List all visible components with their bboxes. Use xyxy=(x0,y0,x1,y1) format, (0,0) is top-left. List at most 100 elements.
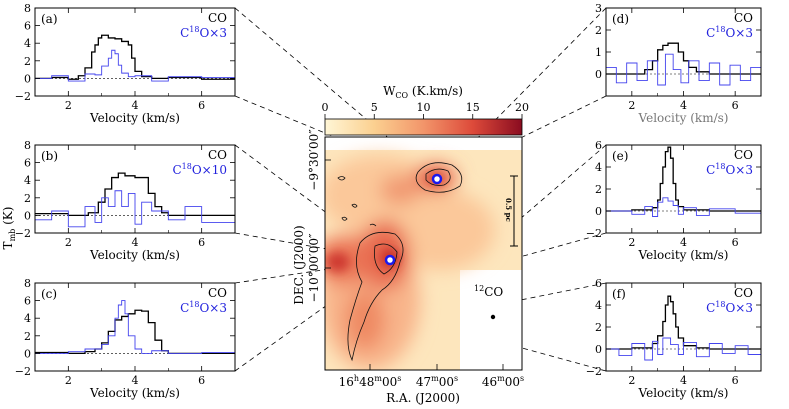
y-tick-label: 6 xyxy=(24,157,31,170)
y-tick-label: 8 xyxy=(24,2,31,15)
y-tick-label: 1 xyxy=(595,46,602,59)
y-tick-label: 6 xyxy=(24,20,31,33)
scale-bar xyxy=(510,175,518,247)
x-tick-label: 6 xyxy=(198,99,205,112)
series-c18o-line xyxy=(606,197,761,217)
legend-c18o: C18O×10 xyxy=(172,162,227,177)
x-tick-label: 4 xyxy=(680,99,687,112)
beam-label: 12CO xyxy=(474,284,503,299)
legend-c18o: C18O×3 xyxy=(180,300,227,315)
y-tick-label: 6 xyxy=(595,277,602,290)
y-tick-label: 6 xyxy=(24,295,31,308)
x-axis-label: Velocity (km/s) xyxy=(638,111,729,125)
y-tick-label: 0 xyxy=(24,72,31,85)
y-tick-label: −2 xyxy=(15,227,31,240)
panel-label: (b) xyxy=(41,149,58,163)
panel-label: (a) xyxy=(41,12,58,26)
y-tick-label: 2 xyxy=(24,192,31,205)
panel-label: (e) xyxy=(612,149,628,163)
dec-tick-label: −10°00′00″ xyxy=(307,233,321,303)
y-tick-label: 0 xyxy=(24,209,31,222)
legend-co: CO xyxy=(734,11,753,25)
y-tick-label: −2 xyxy=(586,227,602,240)
x-axis-label: Velocity (km/s) xyxy=(638,386,729,400)
x-tick-label: 6 xyxy=(732,99,739,112)
panel-label: (c) xyxy=(41,287,57,301)
dec-tick-label: −9°30′00″ xyxy=(307,129,321,191)
y-axis-label: Tmb (K) xyxy=(1,207,17,250)
series-c18o-line xyxy=(35,300,235,354)
legend-c18o: C18O×3 xyxy=(706,162,753,177)
series-co-line xyxy=(35,34,235,80)
x-tick-label: 2 xyxy=(628,99,635,112)
legend-c18o: C18O×3 xyxy=(706,300,753,315)
series-co-line xyxy=(35,172,235,217)
y-tick-label: 2 xyxy=(24,55,31,68)
series-c18o-line xyxy=(606,53,761,86)
x-tick-label: 4 xyxy=(132,374,139,387)
colorbar-label: WCO (K.km/s) xyxy=(383,84,463,100)
source-marker-south xyxy=(384,254,396,266)
plot-frame xyxy=(34,7,236,97)
legend-co: CO xyxy=(734,148,753,162)
y-tick-label: 6 xyxy=(595,139,602,152)
x-tick-label: 2 xyxy=(65,236,72,249)
colorbar-tick-label: 10 xyxy=(417,101,431,114)
x-tick-label: 6 xyxy=(732,236,739,249)
panel-label: (f) xyxy=(612,287,626,301)
y-tick-label: 4 xyxy=(24,312,31,325)
y-tick-label: 0 xyxy=(24,347,31,360)
y-tick-label: −2 xyxy=(586,365,602,378)
panel-label: (d) xyxy=(612,12,629,26)
y-tick-label: 8 xyxy=(24,139,31,152)
y-tick-label: 4 xyxy=(24,37,31,50)
ra-tick-label: 16h48m00s xyxy=(339,374,402,389)
y-tick-label: 2 xyxy=(595,183,602,196)
x-axis-label: Velocity (km/s) xyxy=(89,248,180,262)
series-co-line xyxy=(606,42,761,75)
x-tick-label: 4 xyxy=(680,236,687,249)
x-tick-label: 2 xyxy=(628,236,635,249)
y-tick-label: 0 xyxy=(595,343,602,356)
x-axis-label: Velocity (km/s) xyxy=(638,248,729,262)
y-tick-label: 3 xyxy=(595,2,602,15)
y-tick-label: 2 xyxy=(24,330,31,343)
ra-tick-label: 47m00s xyxy=(416,374,458,389)
legend-co: CO xyxy=(208,11,227,25)
y-tick-label: 4 xyxy=(595,161,602,174)
ra-tick-label: 46m00s xyxy=(482,374,524,389)
legend-co: CO xyxy=(208,286,227,300)
y-tick-label: 4 xyxy=(595,299,602,312)
y-tick-label: 4 xyxy=(24,174,31,187)
plot-frame xyxy=(34,282,236,372)
x-tick-label: 6 xyxy=(732,374,739,387)
series-c18o-line xyxy=(35,190,235,228)
colorbar-tick-label: 0 xyxy=(322,101,329,114)
legend-c18o: C18O×3 xyxy=(706,25,753,40)
y-tick-label: 0 xyxy=(595,68,602,81)
co-intensity-map: 0.5 pc 12CO 0 5 10 15 20 WCO (K.km/s) 16h48m00… xyxy=(292,84,529,405)
ra-axis-label: R.A. (J2000) xyxy=(386,391,460,405)
y-tick-label: −2 xyxy=(15,90,31,103)
x-tick-label: 6 xyxy=(198,236,205,249)
legend-c18o: C18O×3 xyxy=(180,25,227,40)
x-tick-label: 6 xyxy=(198,374,205,387)
x-tick-label: 4 xyxy=(132,99,139,112)
series-c18o-line xyxy=(35,49,235,82)
legend-co: CO xyxy=(734,286,753,300)
x-tick-label: 2 xyxy=(65,374,72,387)
scale-bar-label: 0.5 pc xyxy=(504,198,513,222)
x-tick-label: 4 xyxy=(680,374,687,387)
y-tick-label: 2 xyxy=(595,321,602,334)
x-axis-label: Velocity (km/s) xyxy=(89,386,180,400)
y-tick-label: −2 xyxy=(15,365,31,378)
x-tick-label: 2 xyxy=(65,99,72,112)
x-axis-label: Velocity (km/s) xyxy=(89,111,180,125)
legend-co: CO xyxy=(208,148,227,162)
